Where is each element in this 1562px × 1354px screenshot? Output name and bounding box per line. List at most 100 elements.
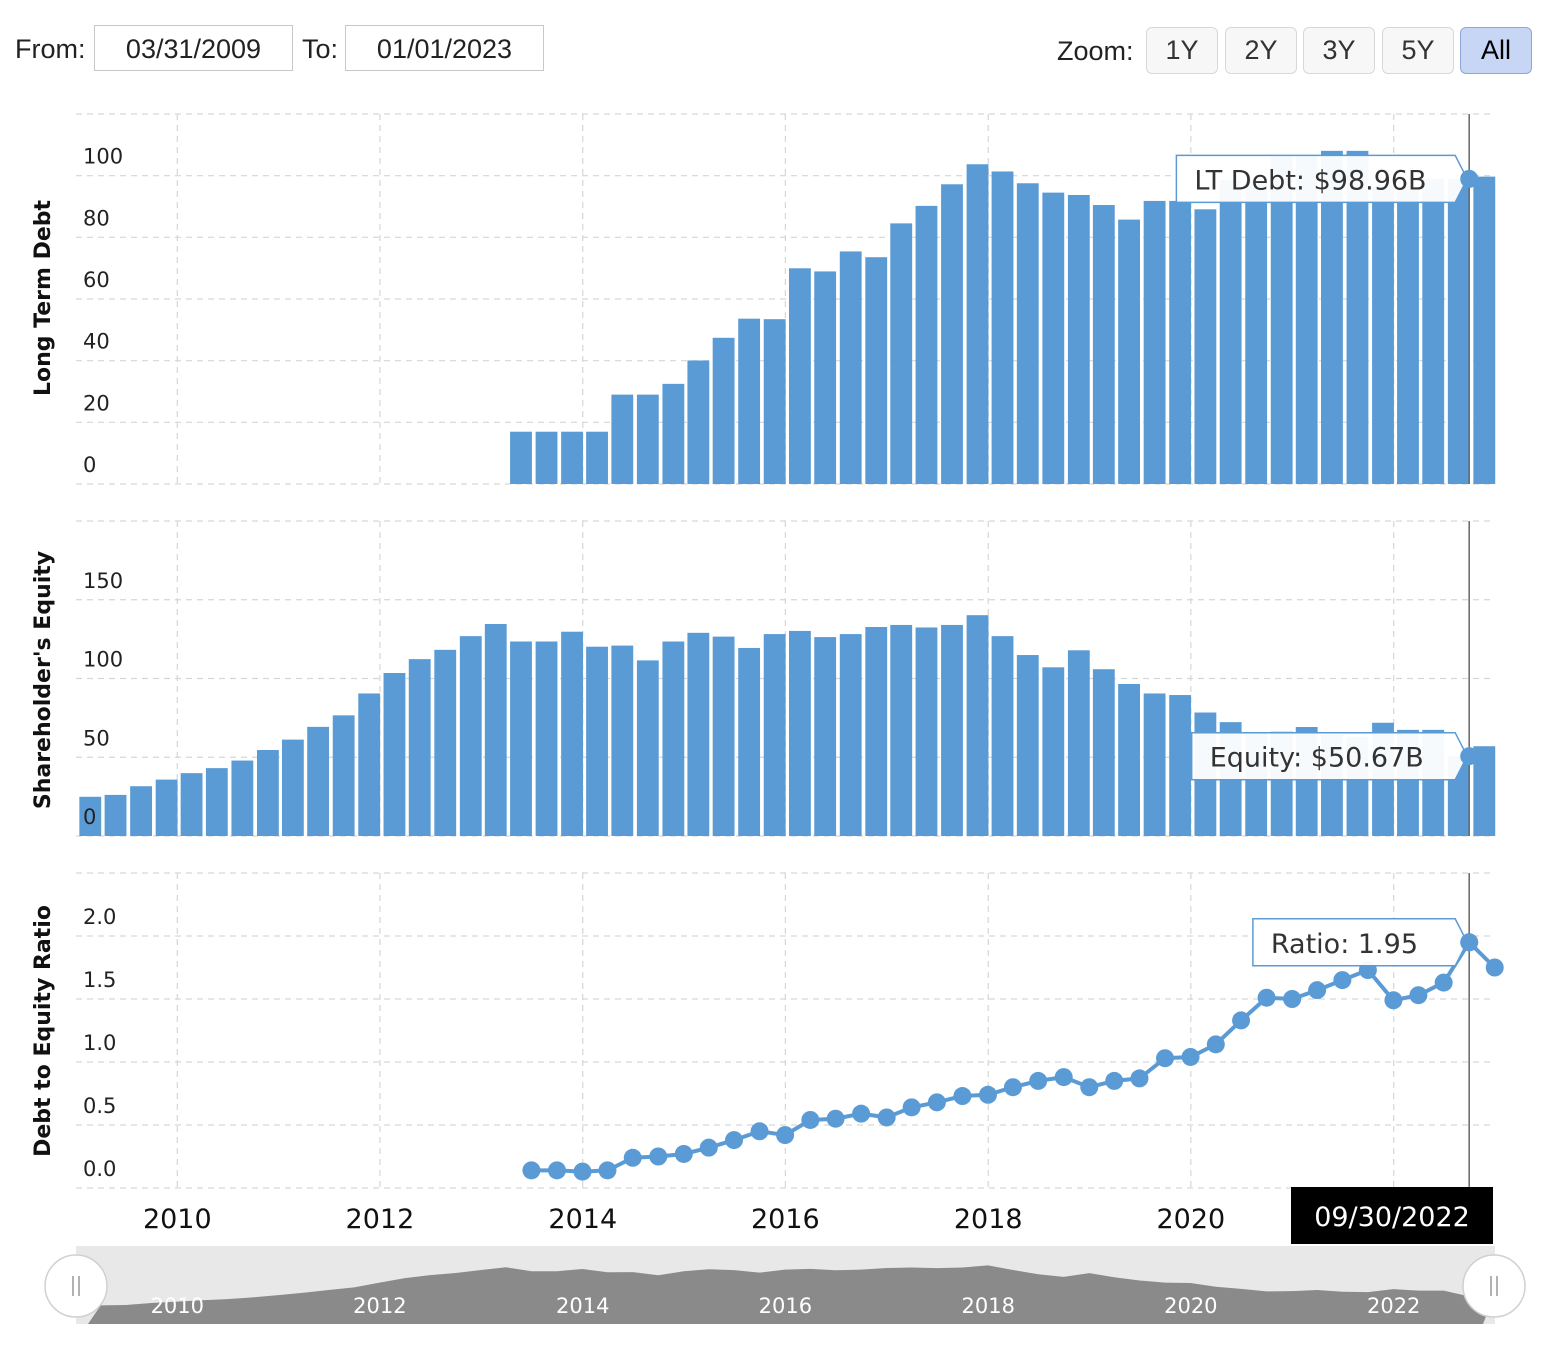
ratio-point <box>1434 973 1453 992</box>
bar <box>1473 746 1496 836</box>
bar <box>1397 186 1419 485</box>
bar <box>611 394 634 484</box>
zoom-all-button[interactable]: All <box>1460 27 1532 74</box>
x-tick-label: 2012 <box>346 1204 415 1235</box>
bar <box>1372 186 1394 485</box>
x-tick-label: 2020 <box>1156 1204 1225 1235</box>
bar <box>1219 179 1242 484</box>
ratio-point <box>1485 958 1504 977</box>
bar <box>763 634 786 836</box>
x-tick-label: 2010 <box>143 1204 212 1235</box>
navigator-tick-label: 2014 <box>556 1294 609 1318</box>
bar <box>814 271 837 484</box>
bar <box>966 164 989 484</box>
bar <box>130 786 152 836</box>
bar <box>636 394 659 484</box>
y-tick-label: 60 <box>83 268 110 292</box>
zoom-5y-button[interactable]: 5Y <box>1382 27 1454 74</box>
ratio-point <box>902 1098 921 1117</box>
ratio-point <box>1105 1071 1124 1090</box>
bar <box>1194 209 1217 484</box>
bar <box>865 257 888 484</box>
bar <box>712 337 735 484</box>
navigator-left-handle[interactable] <box>44 1254 108 1318</box>
bar <box>561 431 583 484</box>
ratio-point <box>1130 1069 1149 1088</box>
ratio-point <box>1384 991 1403 1010</box>
bar <box>180 773 203 836</box>
y-axis-title: Debt to Equity Ratio <box>31 905 56 1157</box>
equity-tooltip-box <box>1190 731 1469 781</box>
ratio-point <box>1003 1078 1022 1097</box>
ratio-point <box>953 1087 972 1106</box>
bar <box>865 626 888 836</box>
bar <box>1346 150 1369 485</box>
zoom-3y-button[interactable]: 3Y <box>1303 27 1375 74</box>
to-date-input[interactable]: 01/01/2023 <box>345 25 544 71</box>
ratio-point <box>1206 1035 1225 1054</box>
navigator-right-handle[interactable] <box>1462 1254 1526 1318</box>
bar <box>611 645 634 836</box>
toolbar: From: 03/31/2009 To: 01/01/2023 Zoom: 1Y… <box>0 0 1562 95</box>
ratio-point <box>877 1108 896 1127</box>
y-tick-label: 2.0 <box>83 905 116 929</box>
bar <box>1067 194 1090 485</box>
bar <box>1016 655 1039 836</box>
crosshair-date-label: 09/30/2022 <box>1314 1202 1470 1233</box>
navigator-tick-label: 2020 <box>1164 1294 1217 1318</box>
ratio-point <box>1283 990 1302 1008</box>
bar <box>839 634 862 836</box>
ratio-point <box>801 1110 820 1129</box>
bar <box>662 641 685 836</box>
ratio-point <box>750 1122 769 1141</box>
bar <box>358 693 381 836</box>
navigator-tick-label: 2016 <box>759 1294 812 1318</box>
bar <box>307 726 330 836</box>
from-date-input[interactable]: 03/31/2009 <box>94 25 293 71</box>
y-axis-title: Shareholder's Equity <box>31 551 56 809</box>
bar <box>79 796 102 836</box>
ratio-point <box>852 1104 871 1123</box>
bar <box>788 268 811 484</box>
ratio-point <box>978 1085 997 1104</box>
bar <box>1169 695 1192 836</box>
to-label: To: <box>302 34 339 64</box>
ratio-point <box>1181 1047 1200 1066</box>
ratio-point <box>1333 971 1352 990</box>
bar <box>1169 200 1192 484</box>
y-tick-label: 1.0 <box>83 1031 116 1055</box>
navigator-tick-label: 2010 <box>151 1294 204 1318</box>
debt-tooltip-text: LT Debt: $98.96B <box>1194 165 1426 196</box>
x-tick-label: 2014 <box>548 1204 617 1235</box>
zoom-1y-button[interactable]: 1Y <box>1146 27 1218 74</box>
bar <box>1042 667 1065 836</box>
ratio-point <box>699 1138 718 1157</box>
bar <box>205 768 228 836</box>
ratio-point <box>776 1126 795 1145</box>
hover-point <box>1460 933 1479 952</box>
bar <box>890 624 913 836</box>
y-tick-label: 50 <box>83 726 110 750</box>
ratio-point <box>598 1161 617 1180</box>
bar <box>991 636 1014 836</box>
navigator[interactable]: 2010 2012 2014 2016 2018 2020 2022 <box>44 1246 1526 1324</box>
bar <box>535 641 558 836</box>
bar <box>636 660 659 836</box>
navigator-ticks: 2010 2012 2014 2016 2018 2020 2022 <box>151 1294 1421 1318</box>
zoom-2y-button[interactable]: 2Y <box>1225 27 1297 74</box>
bar <box>839 251 862 484</box>
navigator-tick-label: 2022 <box>1367 1294 1420 1318</box>
debt-tooltip-box <box>1175 154 1469 204</box>
bar <box>332 715 355 836</box>
grip-icon <box>1490 1276 1498 1296</box>
bar <box>459 636 482 836</box>
y-tick-label: 1.5 <box>83 968 116 992</box>
bar <box>687 632 710 836</box>
y-tick-label: 100 <box>83 145 123 169</box>
bar <box>890 223 913 484</box>
equity-tooltip-text: Equity: $50.67B <box>1210 743 1424 774</box>
bar <box>104 794 127 836</box>
x-tick-label: 2018 <box>954 1204 1023 1235</box>
bar <box>1473 176 1496 484</box>
